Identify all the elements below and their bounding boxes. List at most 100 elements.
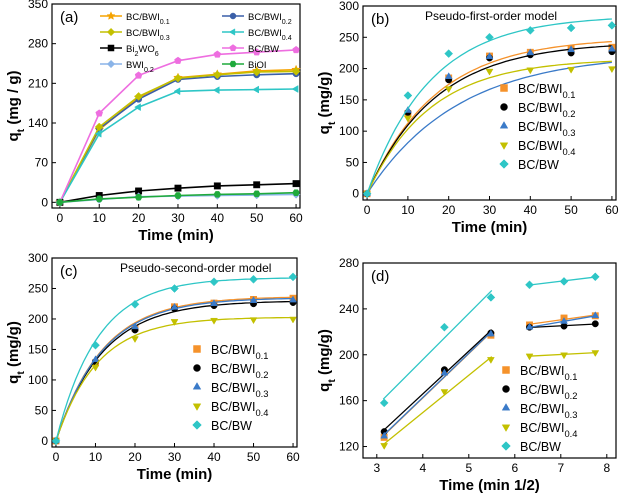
legend-marker — [502, 385, 510, 393]
y-tick-label: 150 — [339, 93, 359, 107]
data-point — [560, 322, 568, 330]
x-tick-label: 0 — [53, 450, 60, 464]
y-tick-label: 50 — [346, 155, 360, 169]
x-tick-label: 20 — [132, 211, 146, 225]
x-tick-label: 10 — [89, 450, 103, 464]
y-tick-label: 0 — [41, 434, 48, 448]
data-point — [525, 353, 534, 361]
data-point — [134, 193, 143, 201]
data-point — [590, 272, 600, 282]
legend-marker — [192, 420, 202, 430]
y-tick-label: 200 — [339, 348, 359, 362]
legend-entry-label: BC/BWI0.4 — [520, 421, 577, 439]
x-tick-label: 50 — [250, 211, 264, 225]
legend-entry-label: BC/BWI0.1 — [518, 82, 575, 100]
fit-line — [382, 330, 493, 436]
x-tick-label: 0 — [364, 203, 371, 217]
y-tick-label: 50 — [35, 403, 49, 417]
data-point — [567, 45, 576, 53]
x-tick-label: 60 — [289, 211, 303, 225]
y-tick-label: 120 — [339, 440, 359, 454]
legend-entry-label: BC/BWI0.3 — [211, 381, 268, 399]
legend-entry-label: BC/BWI0.1 — [520, 364, 577, 382]
legend-marker — [500, 84, 508, 92]
data-point — [173, 73, 183, 83]
y-tick-label: 300 — [28, 251, 48, 265]
data-point — [485, 32, 494, 42]
legend-marker — [106, 27, 116, 37]
data-point — [608, 66, 616, 74]
fit-curve — [366, 60, 612, 194]
series-bcbwi03 — [363, 44, 616, 196]
data-point — [95, 109, 103, 117]
data-point — [560, 352, 568, 360]
y-tick-label: 150 — [28, 342, 48, 356]
x-tick-label: 7 — [557, 461, 564, 475]
x-axis-title: Time (min) — [137, 466, 213, 483]
panel-label: (b) — [371, 11, 389, 28]
data-point — [131, 322, 139, 330]
data-point — [249, 296, 258, 303]
panel-c: 0 10 20 30 40 50 60 0 50 100 150 200 250 300 Time (min… — [5, 251, 300, 483]
data-point — [95, 195, 104, 203]
data-point — [591, 320, 599, 328]
legend-marker — [229, 44, 237, 52]
y-tick-label: 240 — [339, 302, 359, 316]
legend-marker — [228, 28, 236, 36]
data-point — [134, 92, 143, 101]
x-tick-label: 3 — [373, 461, 380, 475]
x-tick-label: 20 — [442, 203, 456, 217]
legend: BC/BWI0.1BC/BWI0.2BC/BWI0.3BC/BWI0.4BC/B… — [192, 343, 268, 433]
data-point — [56, 199, 64, 206]
legend-marker — [499, 121, 509, 129]
legend-marker — [193, 364, 201, 372]
legend-marker — [499, 159, 509, 169]
x-tick-label: 40 — [524, 203, 538, 217]
y-tick-label: 350 — [28, 0, 48, 11]
x-axis-title: Time (min 1/2) — [439, 477, 540, 494]
legend-entry-label: BC/BWI0.4 — [518, 139, 575, 157]
legend-entry-label: BWI0.2 — [126, 60, 154, 74]
fit-line — [382, 289, 493, 400]
y-axis-title: qt (mg/g) — [5, 321, 27, 384]
data-point — [559, 277, 569, 286]
panel-label: (d) — [371, 268, 389, 285]
data-point — [288, 272, 298, 282]
data-point — [173, 87, 181, 96]
series-bcbw — [51, 272, 298, 446]
data-point — [486, 357, 495, 364]
data-point — [174, 192, 182, 199]
legend-marker — [106, 59, 116, 69]
data-point — [252, 190, 261, 198]
data-point — [134, 71, 143, 79]
x-tick-label: 10 — [401, 203, 415, 217]
panel-a: 0 10 20 30 40 50 60 0 70 140 210 280 350 Time (min) qt… — [5, 0, 303, 244]
data-point — [362, 189, 372, 199]
data-point — [444, 49, 454, 58]
data-point — [608, 44, 616, 52]
legend-marker — [502, 366, 510, 374]
y-tick-label: 140 — [28, 116, 48, 130]
legend-entry-label: BiOI — [248, 60, 266, 71]
data-point — [134, 103, 141, 112]
model-title: Pseudo-first-order model — [425, 9, 557, 23]
data-point — [526, 67, 535, 75]
y-tick-label: 250 — [339, 30, 359, 44]
data-point — [249, 274, 258, 284]
x-tick-label: 0 — [57, 211, 64, 225]
data-point — [440, 389, 449, 397]
legend-marker — [193, 345, 201, 353]
data-point — [213, 50, 222, 58]
model-title: Pseudo-second-order model — [120, 261, 271, 275]
data-point — [209, 277, 219, 287]
data-point — [291, 67, 301, 76]
data-point — [291, 85, 299, 93]
legend: BC/BWI0.1BC/BWI0.2BC/BWI0.3BC/BWI0.4BC/B… — [499, 82, 575, 172]
data-point — [444, 72, 453, 79]
data-point — [403, 91, 413, 100]
series-bcbwi04 — [363, 60, 616, 199]
y-axis-title: qt (mg/g) — [316, 72, 338, 135]
data-point — [440, 322, 449, 332]
panel-d: 3 4 5 6 7 8 120 160 200 240 280 Time (min 1/2) qt (m… — [316, 256, 617, 494]
